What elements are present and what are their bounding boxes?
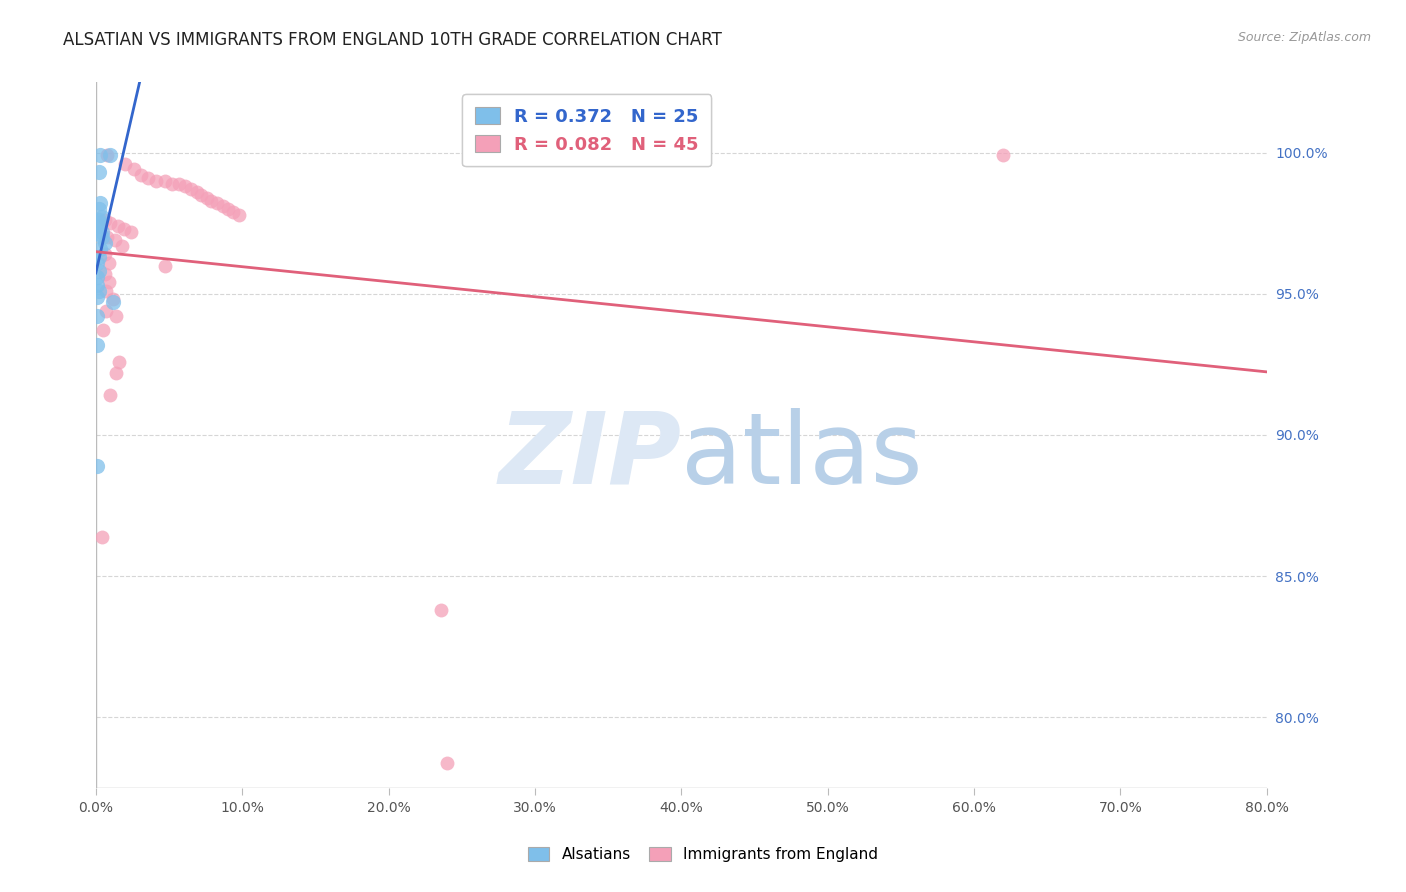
Point bbox=[90, 530, 112, 544]
Point bbox=[90, 225, 112, 239]
Point bbox=[96, 148, 118, 162]
Point bbox=[103, 295, 125, 310]
Point bbox=[86, 219, 108, 233]
Point bbox=[107, 219, 129, 233]
Point bbox=[145, 174, 167, 188]
Point bbox=[93, 213, 115, 227]
Point bbox=[114, 157, 136, 171]
Point bbox=[430, 603, 453, 617]
Point bbox=[100, 148, 122, 162]
Point bbox=[153, 259, 176, 273]
Point bbox=[94, 303, 117, 318]
Point bbox=[228, 208, 250, 222]
Point bbox=[93, 235, 115, 250]
Legend: R = 0.372   N = 25, R = 0.082   N = 45: R = 0.372 N = 25, R = 0.082 N = 45 bbox=[463, 95, 711, 167]
Point bbox=[91, 323, 114, 337]
Point bbox=[103, 293, 125, 307]
Point bbox=[111, 238, 134, 252]
Point bbox=[100, 216, 122, 230]
Point bbox=[138, 170, 160, 185]
Point bbox=[112, 221, 135, 235]
Point bbox=[993, 148, 1015, 162]
Point bbox=[86, 269, 108, 284]
Point bbox=[180, 182, 202, 196]
Point bbox=[129, 168, 152, 182]
Point bbox=[86, 337, 108, 351]
Point bbox=[160, 177, 183, 191]
Point bbox=[86, 458, 108, 473]
Point bbox=[89, 196, 111, 211]
Point bbox=[105, 366, 128, 380]
Point bbox=[207, 196, 229, 211]
Point bbox=[96, 230, 118, 244]
Point bbox=[87, 284, 110, 298]
Point bbox=[186, 185, 208, 199]
Point bbox=[436, 756, 458, 770]
Point bbox=[87, 250, 110, 264]
Point bbox=[89, 242, 111, 256]
Point bbox=[190, 187, 212, 202]
Point bbox=[89, 148, 111, 162]
Text: Source: ZipAtlas.com: Source: ZipAtlas.com bbox=[1237, 31, 1371, 45]
Point bbox=[87, 202, 110, 216]
Point bbox=[97, 255, 120, 269]
Text: atlas: atlas bbox=[682, 408, 922, 505]
Point bbox=[122, 162, 145, 177]
Point bbox=[94, 284, 117, 298]
Point bbox=[212, 199, 235, 213]
Point bbox=[93, 267, 115, 281]
Point bbox=[217, 202, 239, 216]
Point bbox=[86, 310, 108, 324]
Point bbox=[108, 354, 131, 368]
Point bbox=[167, 177, 190, 191]
Point bbox=[86, 255, 108, 269]
Point bbox=[100, 388, 122, 402]
Point bbox=[174, 179, 197, 194]
Point bbox=[86, 289, 108, 303]
Point bbox=[90, 230, 112, 244]
Text: ALSATIAN VS IMMIGRANTS FROM ENGLAND 10TH GRADE CORRELATION CHART: ALSATIAN VS IMMIGRANTS FROM ENGLAND 10TH… bbox=[63, 31, 723, 49]
Text: ZIP: ZIP bbox=[498, 408, 682, 505]
Point bbox=[222, 204, 245, 219]
Point bbox=[195, 191, 218, 205]
Point bbox=[87, 213, 110, 227]
Point bbox=[120, 225, 142, 239]
Legend: Alsatians, Immigrants from England: Alsatians, Immigrants from England bbox=[522, 840, 884, 868]
Point bbox=[86, 278, 108, 293]
Point bbox=[90, 211, 112, 225]
Point bbox=[153, 174, 176, 188]
Point bbox=[89, 216, 111, 230]
Point bbox=[104, 233, 127, 247]
Point bbox=[87, 264, 110, 278]
Point bbox=[105, 310, 128, 324]
Point bbox=[200, 194, 222, 208]
Point bbox=[97, 276, 120, 290]
Point bbox=[87, 165, 110, 179]
Point bbox=[89, 227, 111, 242]
Point bbox=[93, 247, 115, 261]
